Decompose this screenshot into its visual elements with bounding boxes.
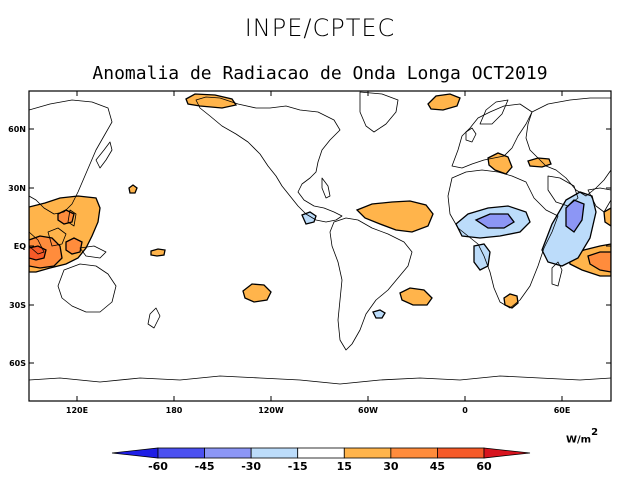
anomaly-east-indian: [603, 207, 611, 227]
colorbar-segment: [297, 447, 345, 459]
colorbar-label: -45: [195, 460, 215, 473]
colorbar-label: 45: [430, 460, 445, 473]
anomaly-strong-east-africa: [565, 199, 585, 233]
anomaly-strong-maritime-b: [57, 209, 75, 225]
coast-britain: [465, 127, 477, 143]
coast-scandinavia: [479, 99, 509, 125]
colorbar-segment: [437, 447, 485, 459]
anomaly-patch-b: [150, 248, 166, 257]
anomaly-barents: [427, 93, 461, 111]
lat-labels: 60N 30N EQ 30S 60S: [8, 125, 26, 368]
colorbar-label: 60: [476, 460, 492, 473]
coastlines: [29, 91, 611, 385]
lat-label-60s: 60S: [9, 359, 26, 368]
lon-label-120e: 120E: [66, 406, 88, 415]
colorbar-label: -60: [148, 460, 168, 473]
lon-labels: 120E 180 120W 60W 0 60E: [66, 406, 570, 415]
anomaly-strong-south-indian: [587, 251, 611, 273]
coast-europe: [451, 103, 533, 169]
colorbar-label: -15: [288, 460, 308, 473]
coast-south-america: [329, 217, 413, 351]
colorbar-arrow-min: [111, 447, 159, 459]
lat-label-eq: EQ: [14, 242, 26, 251]
lat-label-60n: 60N: [8, 125, 26, 134]
lon-label-60w: 60W: [358, 406, 378, 415]
map-background: [29, 91, 611, 401]
lat-axis: [29, 128, 611, 364]
colorbar-arrow-max: [483, 447, 531, 459]
map-title: Anomalia de Radiacao de Onda Longa OCT20…: [92, 63, 548, 84]
coast-new-zealand: [147, 307, 161, 329]
lon-axis: [76, 91, 563, 401]
lon-label-0: 0: [462, 406, 468, 415]
colorbar-segment: [157, 447, 205, 459]
colorbar-unit: W/m2: [566, 427, 599, 446]
anomaly-south-atlantic: [399, 287, 433, 306]
anomaly-atlantic: [355, 200, 434, 233]
coast-australia: [57, 263, 117, 313]
coast-madagascar: [551, 261, 563, 287]
coast-arabia: [547, 175, 579, 207]
coast-new-guinea: [79, 245, 107, 259]
colorbar-label: 15: [337, 460, 352, 473]
colorbar-segment: [204, 447, 252, 459]
lat-label-30s: 30S: [9, 301, 26, 310]
anomaly-strong-central-africa: [474, 213, 515, 229]
coast-florida: [321, 177, 331, 199]
coast-sumatra: [29, 231, 45, 255]
anomaly-south-pacific: [242, 283, 272, 303]
coast-east-asia: [29, 99, 113, 215]
unit-exponent: 2: [591, 427, 599, 438]
coast-india: [587, 187, 611, 213]
anomaly-strong-maritime-c: [65, 237, 83, 255]
colorbar-segment: [390, 447, 438, 459]
coast-africa: [447, 169, 559, 309]
coast-japan: [95, 141, 113, 169]
coast-north-america: [195, 96, 343, 223]
org-title: INPE/CPTEC: [244, 14, 396, 42]
colorbar: -60 -45 -30 -15 15 30 45 60: [111, 447, 531, 473]
lat-label-30n: 30N: [8, 184, 26, 193]
coast-philippines: [67, 209, 77, 227]
colorbar-label: 30: [383, 460, 399, 473]
colorbar-segment: [343, 447, 392, 459]
lon-label-180: 180: [166, 406, 183, 415]
lon-label-120w: 120W: [258, 406, 284, 415]
colorbar-label: -30: [241, 460, 261, 473]
colorbar-segment: [250, 447, 299, 459]
anomaly-patch-a: [128, 184, 138, 194]
coast-asia: [525, 97, 611, 197]
lon-label-60e: 60E: [554, 406, 571, 415]
coast-greenland: [359, 91, 399, 133]
anomaly-south-brazil: [372, 309, 386, 319]
coast-antarctica: [29, 375, 611, 385]
strong-negative-anomaly-areas: [474, 199, 585, 233]
coast-borneo: [47, 227, 67, 247]
unit-base: W/m: [566, 434, 592, 446]
